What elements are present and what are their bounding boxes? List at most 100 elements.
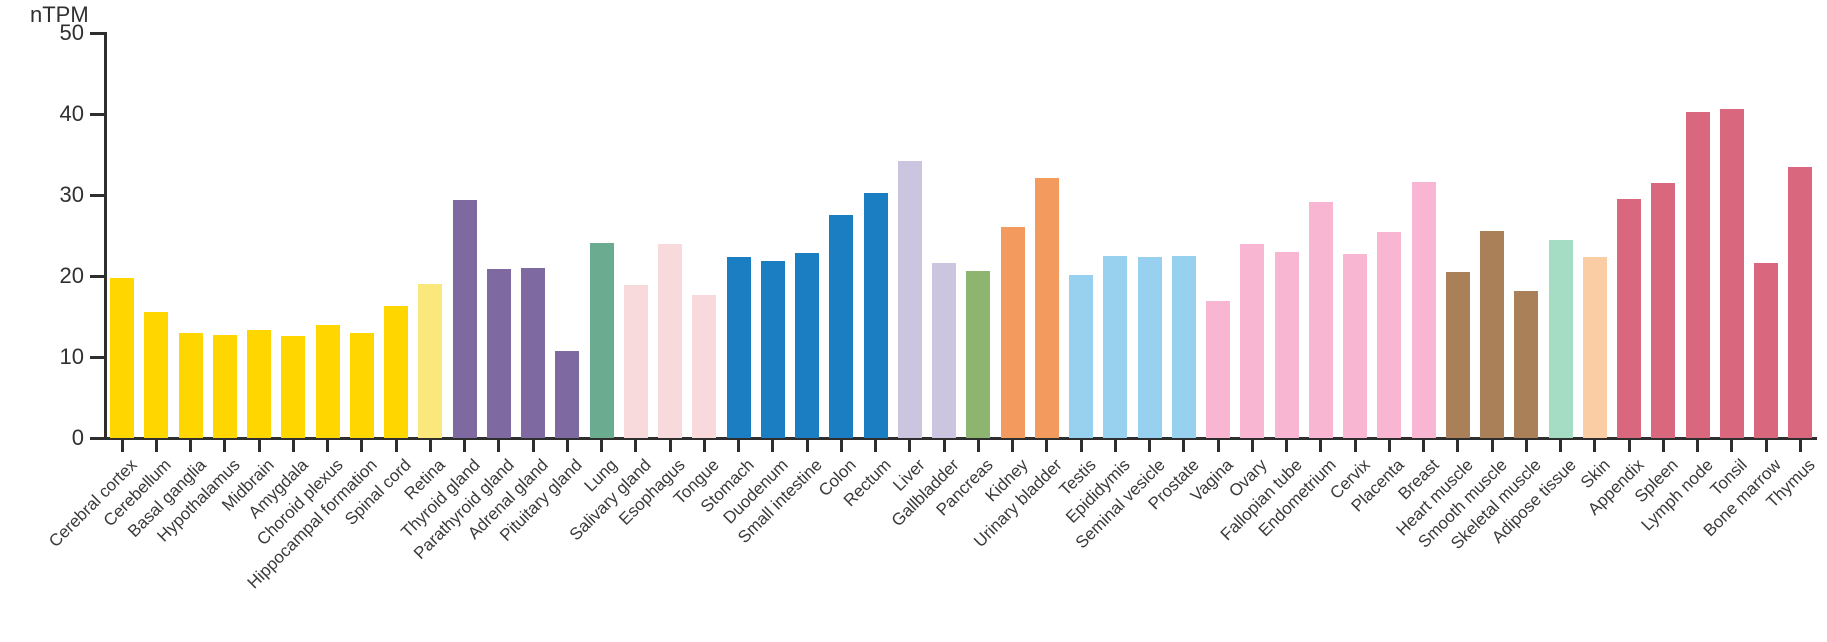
y-tick [90,112,105,116]
bar-esophagus[interactable] [658,243,682,438]
bar-placenta[interactable] [1377,232,1402,438]
x-tick [1524,440,1528,452]
bar-thymus[interactable] [1788,166,1813,438]
bar-smooth-muscle[interactable] [1480,231,1504,438]
x-tick [1216,440,1220,452]
bar-pituitary-gland[interactable] [555,351,580,438]
x-tick [1490,440,1494,452]
bar-liver[interactable] [897,160,922,438]
bar-testis[interactable] [1069,275,1093,438]
bar-adrenal-gland[interactable] [521,267,545,438]
x-tick [874,440,877,452]
bar-pancreas[interactable] [966,271,991,438]
x-tick [1661,440,1665,452]
bar-cerebellum[interactable] [144,311,169,438]
bar-rectum[interactable] [863,193,888,438]
bar-urinary-bladder[interactable] [1034,177,1059,438]
x-tick [1045,440,1049,452]
x-tick [1250,440,1254,452]
bar-small-intestine[interactable] [795,252,819,438]
y-tick [90,274,105,278]
bar-gallbladder[interactable] [932,263,956,438]
x-tick [1113,440,1117,452]
bar-breast[interactable] [1411,182,1436,438]
bar-adipose-tissue[interactable] [1548,239,1573,438]
bar-parathyroid-gland[interactable] [486,268,511,438]
x-tick [1593,440,1597,452]
y-axis-title: nTPM [30,2,89,27]
y-tick-label: 30 [59,182,84,207]
bar-lymph-node[interactable] [1685,111,1710,438]
bar-skin[interactable] [1582,256,1607,438]
bar-ovary[interactable] [1240,244,1265,438]
bar-colon[interactable] [829,215,854,438]
x-tick [257,440,261,452]
bar-fallopian-tube[interactable] [1274,251,1299,438]
x-tick [1559,440,1562,452]
x-tick [1148,440,1151,452]
x-tick [1079,440,1083,452]
bar-duodenum[interactable] [760,260,785,438]
bar-cervix[interactable] [1343,254,1367,438]
y-tick-label: 0 [71,425,84,450]
x-tick [463,440,466,452]
x-tick [326,440,329,452]
x-tick [839,440,843,452]
x-tick [223,440,227,452]
bar-spinal-cord[interactable] [384,305,408,438]
x-tick [1730,440,1734,452]
bar-amygdala[interactable] [281,335,306,438]
x-tick [1353,440,1357,452]
bar-cerebral-cortex[interactable] [110,278,134,438]
x-axis [103,437,1817,440]
x-tick [805,440,809,452]
y-tick-label: 20 [59,263,84,288]
bar-spleen[interactable] [1651,182,1676,438]
bar-lung[interactable] [589,242,614,438]
bar-tongue[interactable] [692,294,717,438]
bar-retina[interactable] [418,284,443,438]
bar-stomach[interactable] [726,257,751,438]
x-tick [668,440,672,452]
y-tick [90,31,105,35]
x-tick [189,440,192,452]
bar-appendix[interactable] [1617,199,1641,438]
bar-bone-marrow[interactable] [1754,263,1778,438]
bar-salivary-gland[interactable] [623,284,648,438]
bar-hypothalamus[interactable] [212,335,237,438]
bar-choroid-plexus[interactable] [315,325,340,438]
x-tick [360,440,364,452]
bar-midbrain[interactable] [247,330,271,438]
y-tick-label: 40 [59,101,84,126]
x-tick [1627,440,1631,452]
x-tick [1798,440,1802,452]
bar-kidney[interactable] [1000,226,1025,438]
y-tick-label: 50 [59,20,84,45]
x-tick [1182,440,1186,452]
x-tick [1011,440,1014,452]
x-tick [531,440,535,452]
bar-prostate[interactable] [1171,255,1196,438]
bar-hippocampal-formation[interactable] [349,332,374,438]
x-tick [634,440,638,452]
bar-heart-muscle[interactable] [1445,271,1470,438]
x-tick [1696,440,1699,452]
bar-seminal-vesicle[interactable] [1137,257,1162,438]
x-tick [1764,440,1768,452]
x-tick [291,440,295,452]
x-tick [771,440,775,452]
bar-thyroid-gland[interactable] [452,199,477,438]
bar-endometrium[interactable] [1308,202,1333,438]
bar-vagina[interactable] [1206,301,1230,438]
bar-basal-ganglia[interactable] [178,332,203,438]
bar-tonsil[interactable] [1719,109,1744,438]
x-tick [1387,440,1391,452]
x-tick [565,440,569,452]
bar-epididymis[interactable] [1103,255,1128,438]
x-tick [600,440,603,452]
bar-skeletal-muscle[interactable] [1514,291,1539,438]
x-tick [154,440,158,452]
x-tick [1319,440,1323,452]
x-tick [1285,440,1288,452]
